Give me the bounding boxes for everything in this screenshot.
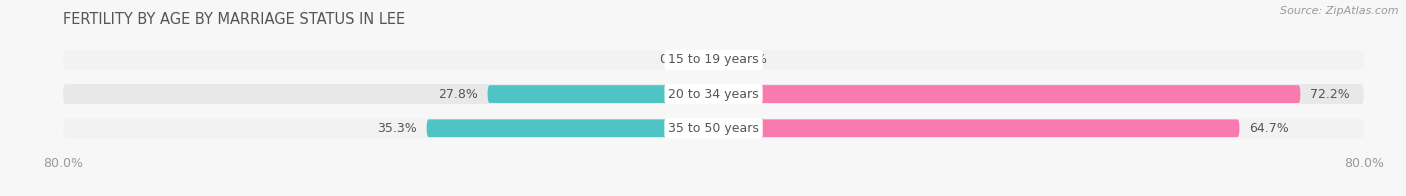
FancyBboxPatch shape [63, 118, 1364, 138]
Text: 64.7%: 64.7% [1249, 122, 1289, 135]
FancyBboxPatch shape [63, 50, 1364, 70]
Text: 0.0%: 0.0% [659, 53, 692, 66]
Text: 0.0%: 0.0% [735, 53, 768, 66]
FancyBboxPatch shape [488, 85, 713, 103]
Text: FERTILITY BY AGE BY MARRIAGE STATUS IN LEE: FERTILITY BY AGE BY MARRIAGE STATUS IN L… [63, 12, 405, 27]
Text: Source: ZipAtlas.com: Source: ZipAtlas.com [1281, 6, 1399, 16]
Text: 35.3%: 35.3% [377, 122, 416, 135]
Text: 15 to 19 years: 15 to 19 years [668, 53, 759, 66]
FancyBboxPatch shape [713, 119, 1240, 137]
FancyBboxPatch shape [63, 84, 1364, 104]
Text: 20 to 34 years: 20 to 34 years [668, 88, 759, 101]
FancyBboxPatch shape [426, 119, 713, 137]
Text: 72.2%: 72.2% [1310, 88, 1350, 101]
FancyBboxPatch shape [713, 85, 1301, 103]
Text: 35 to 50 years: 35 to 50 years [668, 122, 759, 135]
FancyBboxPatch shape [713, 51, 725, 69]
FancyBboxPatch shape [702, 51, 713, 69]
Text: 27.8%: 27.8% [437, 88, 478, 101]
